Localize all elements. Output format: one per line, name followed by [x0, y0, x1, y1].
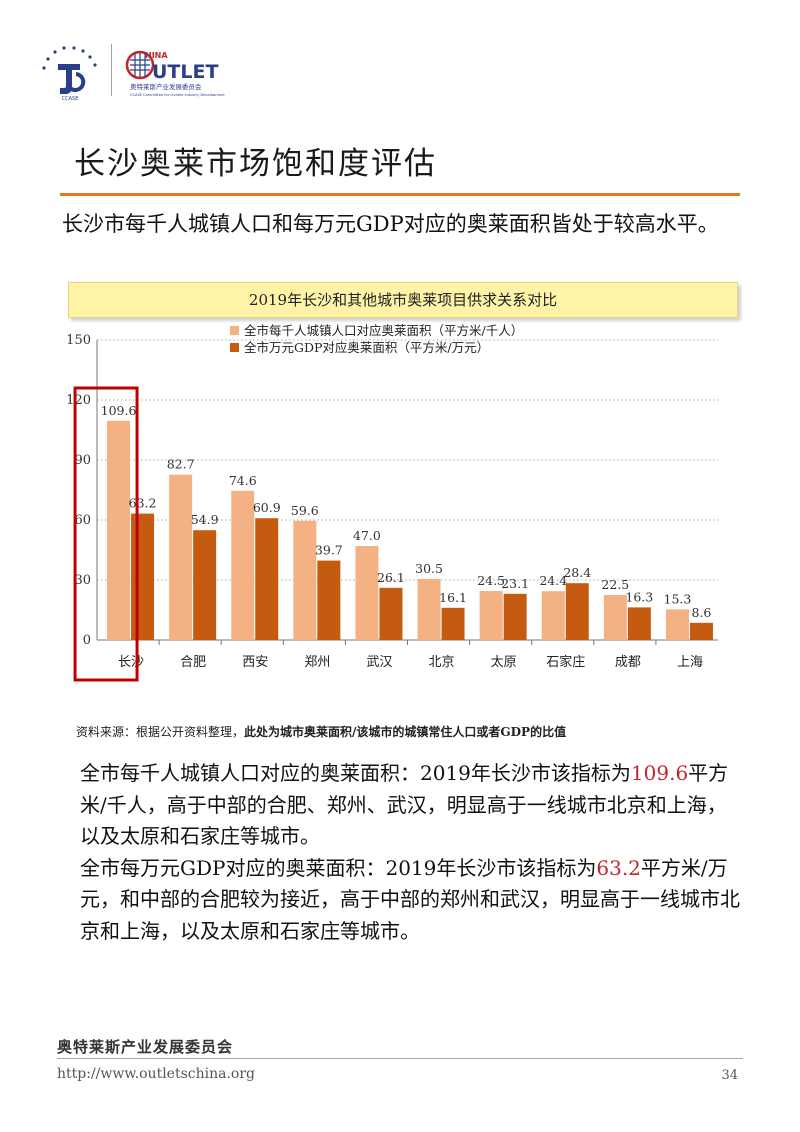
bar [603, 595, 627, 640]
y-tick-label: 150 [66, 333, 91, 348]
x-tick-label: 北京 [429, 655, 455, 670]
data-label: 16.1 [439, 590, 467, 605]
data-label: 28.4 [563, 565, 591, 580]
legend-swatch [230, 326, 239, 335]
x-tick-label: 上海 [677, 655, 703, 670]
footer-rule [57, 1058, 743, 1059]
lead-text: 长沙市每千人城镇人口和每万元GDP对应的奥莱面积皆处于较高水平。 [62, 212, 719, 236]
logo-brand-cn: 奥特莱斯产业发展委员会 [130, 82, 202, 91]
source-bold: 此处为城市奥莱面积/该城市的城镇常住人口或者GDP的比值 [244, 725, 567, 739]
bar [379, 587, 403, 640]
data-label: 63.2 [129, 496, 157, 511]
bar [503, 593, 527, 640]
logo-brand-prefix: HINA [145, 51, 168, 60]
bar [479, 591, 503, 640]
bar [317, 560, 341, 640]
body-paragraph-2: 全市每万元GDP对应的奥莱面积：2019年长沙市该指标为63.2平方米/万元，和… [80, 853, 740, 948]
body-p2-b: 平方米/万元，和中部的合肥较为接近，高于中部的郑州和武汉，明显高于一线城市北京和… [80, 855, 740, 943]
body-p1-a: 全市每千人城镇人口对应的奥莱面积：2019年长沙市该指标为 [80, 761, 631, 785]
bar [169, 474, 193, 640]
y-tick-label: 0 [83, 633, 91, 648]
chart-title-banner: 2019年长沙和其他城市奥莱项目供求关系对比 [68, 282, 738, 318]
bar [627, 607, 651, 640]
bar [131, 513, 155, 640]
bar [107, 420, 131, 640]
legend-label: 全市每千人城镇人口对应奥莱面积（平方米/千人） [244, 323, 523, 338]
x-tick-label: 合肥 [180, 655, 206, 670]
x-tick-label: 长沙 [118, 655, 144, 670]
bar [441, 607, 465, 640]
bar [255, 518, 279, 640]
logo-brand-en: CCASE Committee for Outlets Industry Dev… [130, 93, 225, 97]
logo-brand-name: UTLET [152, 61, 218, 83]
body-p1-b: 平方米/千人，高于中部的合肥、郑州、武汉，明显高于一线城市北京和上海，以及太原和… [80, 761, 729, 848]
data-label: 24.4 [539, 573, 567, 588]
data-label: 47.0 [353, 528, 381, 543]
source-prefix: 资料来源：根据公开资料整理， [76, 725, 245, 739]
data-label: 15.3 [664, 591, 692, 606]
data-label: 24.5 [477, 573, 505, 588]
page-title: 长沙奥莱市场饱和度评估 [74, 146, 437, 182]
x-tick-label: 西安 [242, 655, 268, 670]
data-label: 23.1 [501, 576, 529, 591]
x-tick-label: 石家庄 [546, 654, 585, 670]
ccase-logo: CCASE [42, 46, 97, 102]
data-label: 30.5 [415, 561, 443, 576]
source-note: 资料来源：根据公开资料整理，此处为城市奥莱面积/该城市的城镇常住人口或者GDP的… [76, 723, 566, 740]
bar-chart: 0 30 60 90 120 150 全市每千人城镇人口对应奥莱面积（平方米/千人） 全市万元… [66, 323, 718, 682]
highlight-box [73, 386, 139, 682]
body-paragraph-1: 全市每千人城镇人口对应的奥莱面积：2019年长沙市该指标为109.6平方米/千人… [80, 758, 740, 853]
data-label: 59.6 [291, 503, 319, 518]
page-number: 34 [721, 1068, 738, 1083]
legend-label: 全市万元GDP对应奥莱面积（平方米/万元） [244, 340, 489, 355]
data-label: 22.5 [601, 577, 629, 592]
x-tick-label: 太原 [491, 655, 517, 670]
highlight-value-2: 63.2 [596, 855, 641, 880]
bar [541, 591, 565, 640]
china-outlet-logo: HINA UTLET 奥特莱斯产业发展委员会 CCASE Committee f… [125, 50, 225, 97]
data-label: 82.7 [167, 457, 195, 472]
bar [665, 609, 689, 640]
footer-url[interactable]: http://www.outletschina.org [57, 1066, 255, 1082]
y-tick-label: 60 [74, 513, 91, 528]
bar [565, 583, 589, 640]
data-label: 16.3 [625, 589, 653, 604]
data-label: 26.1 [377, 570, 405, 585]
bar [293, 520, 317, 640]
data-label: 39.7 [315, 543, 343, 558]
chart-title: 2019年长沙和其他城市奥莱项目供求关系对比 [248, 291, 558, 309]
data-label: 54.9 [191, 512, 219, 527]
x-tick-label: 郑州 [304, 655, 330, 670]
x-tick-label: 武汉 [366, 655, 392, 670]
highlight-value-1: 109.6 [630, 761, 689, 785]
legend-swatch [230, 343, 239, 352]
data-label: 74.6 [229, 473, 257, 488]
data-label: 8.6 [692, 605, 712, 620]
ccase-logo-text: CCASE [62, 96, 79, 102]
body-p2-a: 全市每万元GDP对应的奥莱面积：2019年长沙市该指标为 [80, 855, 597, 880]
y-tick-label: 30 [74, 573, 91, 588]
y-tick-label: 90 [74, 453, 91, 468]
bar [417, 579, 441, 640]
logo-divider [111, 44, 112, 96]
bar [193, 530, 217, 640]
bar [689, 622, 713, 640]
footer-org: 奥特莱斯产业发展委员会 [57, 1038, 234, 1056]
body-text: 全市每千人城镇人口对应的奥莱面积：2019年长沙市该指标为109.6平方米/千人… [80, 758, 740, 947]
bar [231, 490, 255, 640]
data-label: 109.6 [101, 403, 137, 418]
bar [355, 546, 379, 640]
y-tick-label: 120 [66, 393, 91, 408]
title-rule [60, 193, 740, 196]
data-label: 60.9 [253, 500, 281, 515]
x-tick-label: 成都 [615, 655, 641, 670]
